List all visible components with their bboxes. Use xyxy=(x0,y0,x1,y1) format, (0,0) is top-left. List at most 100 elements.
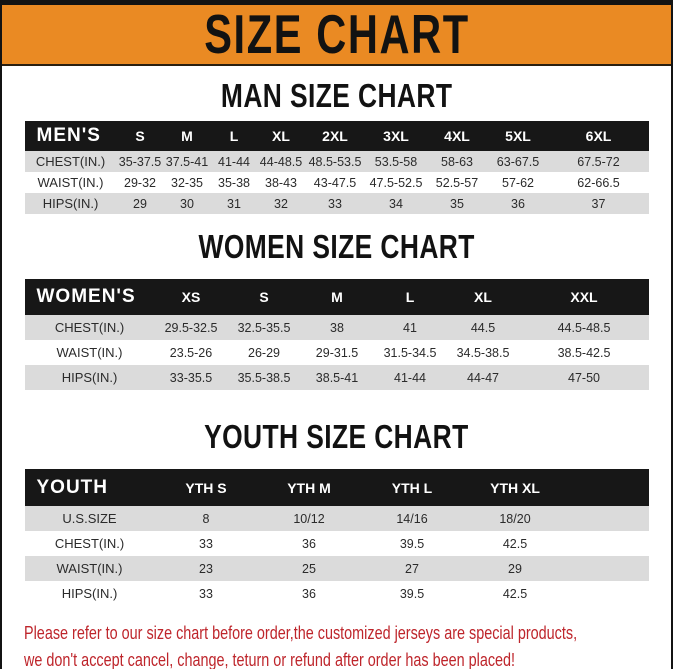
men-measure-row: HIPS(IN.) 29 30 31 32 33 34 35 36 37 xyxy=(24,193,649,214)
men-size-value: 35-38 xyxy=(218,175,250,190)
youth-pad-col xyxy=(566,469,649,506)
women-size-value: 44.5-48.5 xyxy=(557,320,611,335)
youth-size-value: 14/16 xyxy=(396,511,428,526)
youth-row-label: HIPS(IN.) xyxy=(61,586,118,601)
youth-size-value: 8 xyxy=(202,511,210,526)
men-size-value: 58-63 xyxy=(441,154,473,169)
women-size-value: 44-47 xyxy=(467,370,499,385)
men-size-value: 35 xyxy=(450,196,464,211)
women-size-value: 41-44 xyxy=(394,370,426,385)
men-size-value: 57-62 xyxy=(502,175,534,190)
women-size-value: 41 xyxy=(403,320,417,335)
youth-section-title-text: YOUTH SIZE CHART xyxy=(204,418,469,455)
women-row-label: HIPS(IN.) xyxy=(61,370,118,385)
men-size-value: 52.5-57 xyxy=(435,175,479,190)
women-size-value: 38.5-41 xyxy=(315,370,359,385)
youth-header-row: YOUTH YTH S YTH M YTH L YTH XL xyxy=(24,469,649,506)
youth-size-value: 33 xyxy=(199,586,213,601)
women-row-label: CHEST(IN.) xyxy=(54,320,125,335)
men-table-body: CHEST(IN.) 35-37.5 37.5-41 41-44 44-48.5 48.5… xyxy=(24,151,649,214)
youth-row-label: CHEST(IN.) xyxy=(54,536,125,551)
men-size-value: 34 xyxy=(389,196,403,211)
youth-col-header: YTH S xyxy=(154,469,258,506)
youth-size-value: 39.5 xyxy=(399,586,425,601)
youth-measure-row: WAIST(IN.) 23 25 27 29 xyxy=(24,556,649,581)
men-table-head: MEN'S S M L XL 2XL 3XL 4XL 5XL 6XL xyxy=(24,121,649,151)
men-row-label: HIPS(IN.) xyxy=(42,196,99,211)
youth-table-head: YOUTH YTH S YTH M YTH L YTH XL xyxy=(24,469,649,506)
men-size-value: 29 xyxy=(133,196,147,211)
men-col-header: 3XL xyxy=(365,121,427,151)
youth-col-header: YTH XL xyxy=(463,469,567,506)
women-size-value: 33-35.5 xyxy=(169,370,213,385)
women-size-value: 38.5-42.5 xyxy=(557,345,611,360)
page-title: SIZE CHART xyxy=(203,3,470,66)
youth-size-value: 18/20 xyxy=(499,511,531,526)
men-col-header: S xyxy=(116,121,164,151)
youth-corner-label: YOUTH xyxy=(24,469,155,506)
men-col-header: M xyxy=(163,121,211,151)
youth-size-value: 23 xyxy=(199,561,213,576)
men-row-label: CHEST(IN.) xyxy=(35,154,106,169)
men-col-header: 5XL xyxy=(487,121,549,151)
youth-measure-row: U.S.SIZE 8 10/12 14/16 18/20 xyxy=(24,506,649,531)
women-col-header: XXL xyxy=(519,279,649,315)
youth-table-body: U.S.SIZE 8 10/12 14/16 18/20 CHEST(IN.) 33 36 39… xyxy=(24,506,649,606)
men-size-value: 31 xyxy=(227,196,241,211)
men-size-value: 43-47.5 xyxy=(313,175,357,190)
women-size-value: 32.5-35.5 xyxy=(237,320,291,335)
women-measure-row: CHEST(IN.) 29.5-32.5 32.5-35.5 38 41 44.5 44.5… xyxy=(24,315,649,340)
youth-size-value: 33 xyxy=(199,536,213,551)
women-size-value: 23.5-26 xyxy=(169,345,213,360)
men-corner-label: MEN'S xyxy=(24,121,117,151)
youth-section: YOUTH SIZE CHART YOUTH YTH S YTH M YTH L YTH… xyxy=(2,420,671,606)
youth-measure-row: HIPS(IN.) 33 36 39.5 42.5 xyxy=(24,581,649,606)
women-header-row: WOMEN'S XS S M L XL XXL xyxy=(24,279,649,315)
youth-size-value: 42.5 xyxy=(502,586,528,601)
men-size-value: 36 xyxy=(511,196,525,211)
men-col-header: XL xyxy=(257,121,305,151)
women-size-table: WOMEN'S XS S M L XL XXL CHEST(IN.) 29.5-32.5 32.… xyxy=(24,279,649,390)
men-size-value: 48.5-53.5 xyxy=(308,154,362,169)
youth-row-label: U.S.SIZE xyxy=(62,511,117,526)
men-col-header: L xyxy=(210,121,258,151)
women-measure-row: HIPS(IN.) 33-35.5 35.5-38.5 38.5-41 41-44 44-… xyxy=(24,365,649,390)
women-col-header: XS xyxy=(154,279,228,315)
youth-section-title: YOUTH SIZE CHART xyxy=(2,420,671,458)
men-size-value: 63-67.5 xyxy=(496,154,540,169)
youth-pad-cell xyxy=(567,581,649,606)
banner: SIZE CHART xyxy=(2,3,671,66)
women-section: WOMEN SIZE CHART WOMEN'S XS S M L XL XXL CHEST… xyxy=(2,230,671,390)
men-section: MAN SIZE CHART MEN'S S M L XL 2XL 3XL 4XL 5XL 6XL… xyxy=(2,79,671,214)
women-size-value: 38 xyxy=(330,320,344,335)
women-size-value: 44.5 xyxy=(470,320,496,335)
youth-size-value: 36 xyxy=(302,536,316,551)
youth-pad-cell xyxy=(567,531,649,556)
men-size-value: 29-32 xyxy=(124,175,156,190)
youth-size-value: 25 xyxy=(302,561,316,576)
women-col-header: M xyxy=(300,279,374,315)
women-size-value: 26-29 xyxy=(248,345,280,360)
youth-row-label: WAIST(IN.) xyxy=(56,561,123,576)
women-table-body: CHEST(IN.) 29.5-32.5 32.5-35.5 38 41 44.5 44.5… xyxy=(24,315,649,390)
women-col-header: L xyxy=(373,279,447,315)
youth-pad-cell xyxy=(567,506,649,531)
men-size-value: 44-48.5 xyxy=(259,154,303,169)
men-measure-row: CHEST(IN.) 35-37.5 37.5-41 41-44 44-48.5 48.5… xyxy=(24,151,649,172)
women-measure-row: WAIST(IN.) 23.5-26 26-29 29-31.5 31.5-34.5 34… xyxy=(24,340,649,365)
men-header-row: MEN'S S M L XL 2XL 3XL 4XL 5XL 6XL xyxy=(24,121,649,151)
men-size-value: 53.5-58 xyxy=(374,154,418,169)
women-size-value: 34.5-38.5 xyxy=(456,345,510,360)
men-section-title: MAN SIZE CHART xyxy=(2,79,671,117)
men-row-label: WAIST(IN.) xyxy=(37,175,104,190)
women-col-header: XL xyxy=(446,279,520,315)
women-size-value: 47-50 xyxy=(568,370,600,385)
youth-col-header: YTH L xyxy=(360,469,464,506)
men-size-value: 32-35 xyxy=(171,175,203,190)
youth-size-value: 29 xyxy=(508,561,522,576)
women-size-value: 31.5-34.5 xyxy=(383,345,437,360)
men-size-value: 35-37.5 xyxy=(118,154,162,169)
men-size-value: 47.5-52.5 xyxy=(369,175,423,190)
top-border xyxy=(2,0,671,5)
